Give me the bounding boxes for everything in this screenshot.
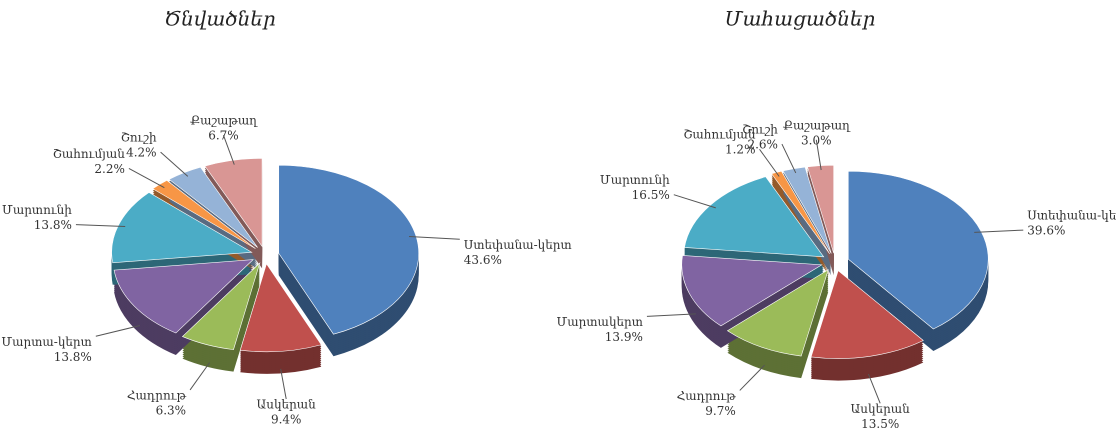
- category-label: Քաշաթաղ: [783, 118, 851, 132]
- leader-line: [128, 168, 165, 189]
- leader-line: [75, 224, 126, 227]
- slice: [726, 269, 829, 357]
- category-label: Քաշաթաղ: [190, 114, 258, 128]
- value-label: 4.2%: [126, 146, 157, 160]
- category-label: Ստեփանա-կերտ: [1027, 209, 1116, 223]
- category-label: Շուշի: [121, 131, 157, 145]
- leader-line: [280, 368, 287, 400]
- slice: [684, 176, 825, 258]
- category-label: Մարտունի: [2, 203, 72, 217]
- leader-line: [222, 135, 235, 165]
- slice: [239, 263, 322, 353]
- leader-line: [673, 194, 716, 209]
- leader-line: [95, 325, 141, 337]
- slice: [113, 259, 254, 334]
- leader-line: [781, 143, 797, 174]
- leader-line: [759, 148, 780, 177]
- chart-title: Մահացածներ: [725, 7, 876, 31]
- category-label: Մարտա-կերտ: [1, 335, 91, 349]
- category-label: Հադրութ: [677, 389, 737, 403]
- leader-line: [160, 151, 189, 177]
- category-label: Ասկերան: [851, 402, 911, 416]
- slice: [152, 180, 256, 249]
- value-label: 6.7%: [208, 129, 239, 143]
- value-label: 13.8%: [34, 218, 72, 232]
- slice: [181, 262, 261, 350]
- category-label: Շահումյան: [683, 128, 755, 142]
- value-label: 13.9%: [605, 330, 643, 344]
- slice: [810, 270, 924, 359]
- leader-line: [974, 229, 1024, 233]
- value-label: 2.2%: [94, 162, 125, 176]
- value-label: 43.6%: [464, 253, 502, 267]
- value-label: 1.2%: [725, 143, 756, 157]
- category-label: Շահումյան: [53, 147, 125, 161]
- leader-line: [189, 362, 211, 391]
- category-label: Հադրութ: [127, 388, 187, 402]
- value-label: 16.5%: [632, 188, 670, 202]
- leader-line: [739, 364, 765, 391]
- category-label: Մարտունի: [600, 173, 670, 187]
- value-label: 2.6%: [747, 138, 778, 152]
- slice: [278, 164, 419, 335]
- value-label: 13.8%: [54, 350, 92, 364]
- leader-line: [815, 139, 822, 171]
- category-label: Ստեփանա-կերտ: [464, 238, 572, 252]
- slice: [847, 170, 989, 330]
- leader-line: [867, 373, 881, 404]
- slice: [681, 255, 823, 327]
- value-label: 3.0%: [801, 133, 832, 147]
- chart-title: Ծնվածներ: [164, 7, 276, 31]
- category-label: Շուշի: [742, 123, 778, 137]
- category-label: Ասկերան: [257, 398, 317, 412]
- value-label: 13.5%: [861, 417, 899, 431]
- leader-line: [409, 236, 460, 240]
- value-label: 39.6%: [1027, 224, 1065, 238]
- category-label: Մարտակերտ: [557, 315, 643, 329]
- slice: [111, 192, 253, 264]
- value-label: 6.3%: [156, 403, 187, 417]
- value-label: 9.4%: [271, 413, 302, 427]
- value-label: 9.7%: [705, 404, 736, 418]
- leader-line: [646, 313, 696, 317]
